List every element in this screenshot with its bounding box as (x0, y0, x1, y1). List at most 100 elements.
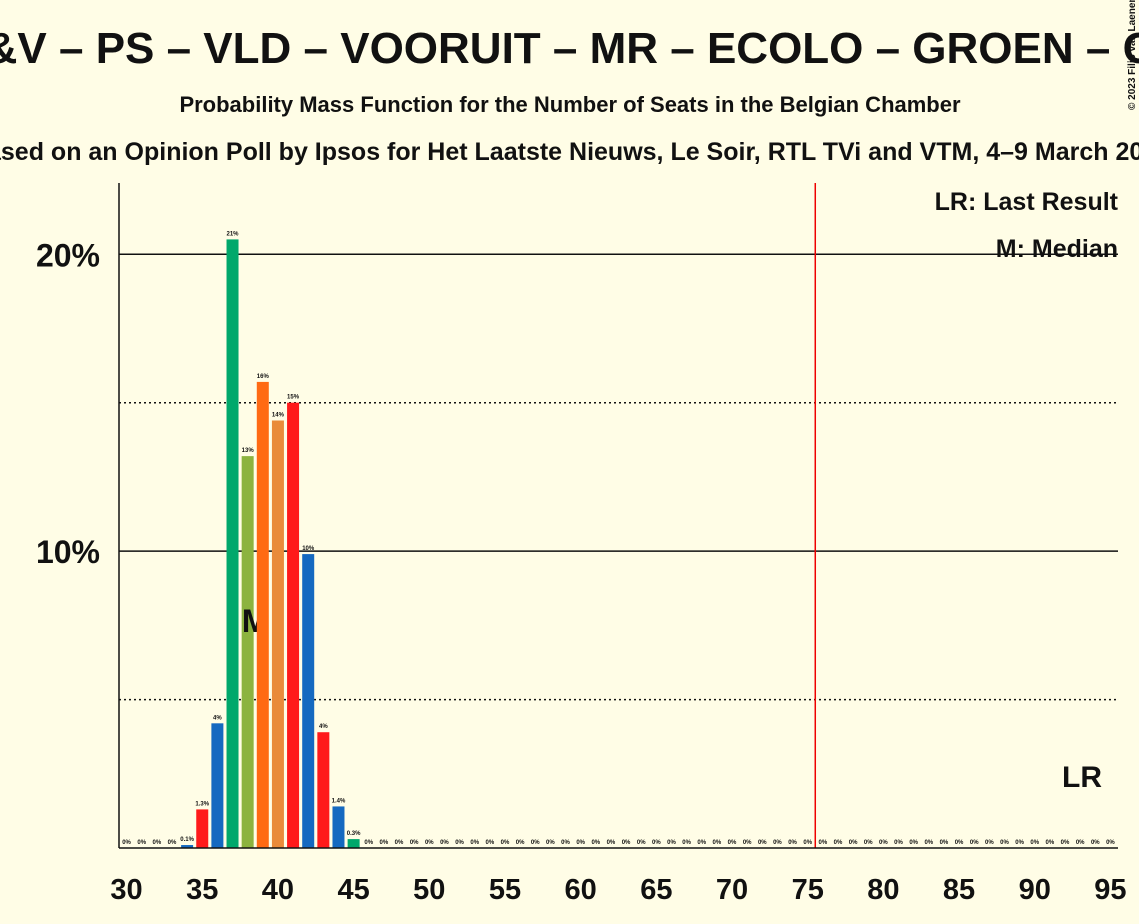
value-label: 0% (1000, 840, 1009, 846)
value-label: 0% (501, 840, 510, 846)
value-label: 0% (894, 840, 903, 846)
value-label: 0% (364, 840, 373, 846)
value-label: 0% (153, 840, 162, 846)
bar (271, 420, 284, 848)
x-tick-label: 80 (867, 874, 899, 906)
x-tick-label: 75 (792, 874, 824, 906)
value-label: 0% (440, 840, 449, 846)
copyright: © 2023 Filip van Laenen (1127, 0, 1138, 110)
legend-entry: M: Median (996, 235, 1118, 263)
bar (302, 554, 315, 848)
value-label: 0% (622, 840, 631, 846)
x-tick-label: 30 (110, 874, 142, 906)
value-label: 0% (909, 840, 918, 846)
bar (196, 809, 209, 848)
value-label: 0.3% (347, 831, 361, 837)
value-label: 0% (970, 840, 979, 846)
bar (241, 456, 254, 848)
x-tick-label: 90 (1019, 874, 1051, 906)
value-label: 13% (242, 448, 255, 454)
value-label: 0% (1015, 840, 1024, 846)
x-tick-label: 85 (943, 874, 975, 906)
bar (332, 806, 345, 848)
value-label: 0% (713, 840, 722, 846)
bar (287, 402, 300, 848)
value-label: 0% (773, 840, 782, 846)
x-tick-label: 45 (337, 874, 369, 906)
value-label: 0% (743, 840, 752, 846)
value-label: 0% (168, 840, 177, 846)
value-label: 4% (213, 715, 222, 721)
value-label: 1.3% (195, 801, 209, 807)
value-label: 0% (667, 840, 676, 846)
value-label: 4% (319, 724, 328, 730)
x-tick-label: 70 (716, 874, 748, 906)
chart-subtitle: Probability Mass Function for the Number… (179, 92, 961, 117)
x-tick-label: 35 (186, 874, 218, 906)
value-label: 0% (803, 840, 812, 846)
bar (211, 723, 224, 848)
value-label: 0% (864, 840, 873, 846)
value-label: 0% (1076, 840, 1085, 846)
value-label: 0% (561, 840, 570, 846)
value-label: 0% (682, 840, 691, 846)
value-label: 0% (455, 840, 464, 846)
value-label: 0% (1091, 840, 1100, 846)
value-label: 0% (849, 840, 858, 846)
value-label: 21% (227, 231, 240, 237)
value-label: 0% (697, 840, 706, 846)
value-label: 0% (1061, 840, 1070, 846)
value-label: 16% (257, 374, 270, 380)
bar (347, 839, 360, 848)
value-label: 0% (122, 840, 131, 846)
value-label: 0% (137, 840, 146, 846)
value-label: 0% (516, 840, 525, 846)
value-label: 0% (425, 840, 434, 846)
value-label: 0% (576, 840, 585, 846)
chart-source: Based on an Opinion Poll by Ipsos for He… (0, 138, 1139, 166)
value-label: 0% (924, 840, 933, 846)
value-label: 0% (410, 840, 419, 846)
x-tick-label: 95 (1094, 874, 1126, 906)
value-label: 0% (546, 840, 555, 846)
value-label: 0% (728, 840, 737, 846)
value-label: 0% (788, 840, 797, 846)
value-label: 1.4% (332, 798, 346, 804)
bar (317, 732, 330, 848)
value-label: 0% (395, 840, 404, 846)
x-tick-label: 40 (262, 874, 294, 906)
value-label: 0% (380, 840, 389, 846)
value-label: 0% (607, 840, 616, 846)
value-label: 0% (470, 840, 479, 846)
x-tick-label: 50 (413, 874, 445, 906)
y-tick-label: 10% (36, 534, 100, 570)
value-label: 15% (287, 395, 300, 401)
value-label: 0% (1046, 840, 1055, 846)
legend-entry: LR: Last Result (935, 188, 1119, 216)
x-tick-label: 60 (565, 874, 597, 906)
value-label: 0% (637, 840, 646, 846)
value-label: 0% (1106, 840, 1115, 846)
value-label: 0% (955, 840, 964, 846)
value-label: 0.1% (180, 837, 194, 843)
value-label: 14% (272, 413, 285, 419)
value-label: 0% (591, 840, 600, 846)
value-label: 0% (879, 840, 888, 846)
x-tick-label: 65 (640, 874, 672, 906)
value-label: 0% (758, 840, 767, 846)
value-label: 0% (940, 840, 949, 846)
value-label: 0% (1030, 840, 1039, 846)
x-tick-label: 55 (489, 874, 521, 906)
bar (256, 381, 269, 848)
value-label: 0% (819, 840, 828, 846)
value-label: 0% (531, 840, 540, 846)
chart-title: CD&V – PS – VLD – VOORUIT – MR – ECOLO –… (0, 24, 1139, 73)
value-label: 0% (486, 840, 495, 846)
value-label: 0% (985, 840, 994, 846)
value-label: 0% (652, 840, 661, 846)
bar (226, 239, 239, 848)
bar (181, 845, 194, 848)
